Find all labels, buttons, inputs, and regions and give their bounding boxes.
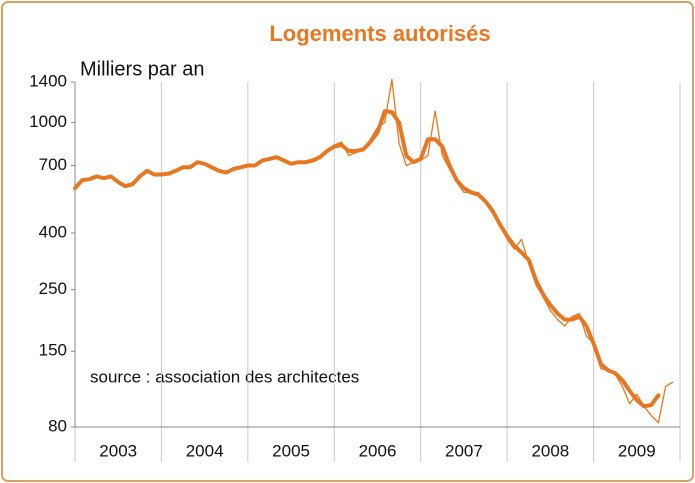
x-tick-label: 2009: [618, 441, 656, 460]
y-tick-label: 80: [48, 416, 67, 435]
y-tick-label: 400: [39, 222, 67, 241]
y-tick-label: 1000: [29, 112, 67, 131]
y-tick-label: 700: [39, 155, 67, 174]
y-tick-label: 150: [39, 341, 67, 360]
annotation: source : association des architectes: [90, 367, 359, 386]
y-tick-label: 250: [39, 279, 67, 298]
x-tick-label: 2006: [359, 441, 397, 460]
y-axis-label: Milliers par an: [80, 58, 204, 80]
chart-title: Logements autorisés: [269, 21, 490, 46]
y-tick-label: 1400: [29, 71, 67, 90]
x-tick-label: 2003: [99, 441, 137, 460]
x-tick-label: 2004: [186, 441, 224, 460]
x-tick-label: 2008: [531, 441, 569, 460]
series-line: [73, 109, 661, 409]
x-tick-label: 2005: [272, 441, 310, 460]
x-tick-label: 2007: [445, 441, 483, 460]
